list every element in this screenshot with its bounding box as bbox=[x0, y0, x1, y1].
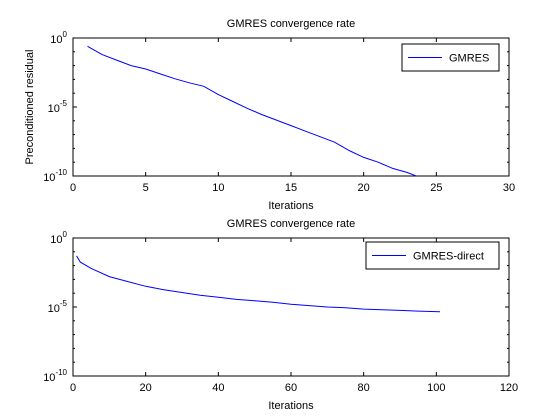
x-tick-label: 40 bbox=[212, 382, 224, 394]
legend: GMRES-direct bbox=[365, 241, 500, 270]
y-tick-label: 10-5 bbox=[48, 299, 68, 315]
x-tick-label: 15 bbox=[285, 182, 297, 194]
chart-panel-1: GMRES convergence rate Iterations Precondi… bbox=[24, 18, 515, 212]
x-axis-label: Iterations bbox=[268, 200, 314, 212]
y-tick-label: 100 bbox=[50, 30, 67, 46]
y-tick-label: 10-10 bbox=[43, 168, 67, 184]
x-tick-label: 100 bbox=[427, 382, 445, 394]
x-tick-label: 5 bbox=[143, 182, 149, 194]
series-line-gmres bbox=[87, 45, 418, 176]
x-tick-label: 0 bbox=[70, 182, 76, 194]
y-axis-label: Preconditioned residual bbox=[24, 50, 36, 165]
chart-title: GMRES convergence rate bbox=[227, 18, 355, 30]
legend-box bbox=[365, 241, 500, 270]
x-tick-label: 20 bbox=[358, 182, 370, 194]
series-line-gmres-direct bbox=[76, 255, 441, 313]
chart-panel-2: GMRES convergence rate Iterations 0 20 40 60 8… bbox=[43, 218, 518, 412]
x-tick-label: 80 bbox=[358, 382, 370, 394]
x-axis-label: Iterations bbox=[268, 400, 314, 412]
legend-label: GMRES bbox=[449, 53, 489, 65]
x-tick-label: 60 bbox=[285, 382, 297, 394]
y-tick-label: 100 bbox=[50, 230, 67, 246]
x-tick-label: 20 bbox=[140, 382, 152, 394]
y-tick-label: 10-5 bbox=[48, 99, 68, 115]
x-tick-label: 120 bbox=[500, 382, 518, 394]
x-tick-label: 0 bbox=[70, 382, 76, 394]
legend-label: GMRES-direct bbox=[413, 251, 484, 263]
y-tick-label: 10-10 bbox=[43, 368, 67, 384]
chart-title: GMRES convergence rate bbox=[227, 218, 355, 230]
x-tick-label: 30 bbox=[503, 182, 515, 194]
legend: GMRES bbox=[401, 43, 500, 72]
x-tick-label: 25 bbox=[430, 182, 442, 194]
x-tick-label: 10 bbox=[212, 182, 224, 194]
